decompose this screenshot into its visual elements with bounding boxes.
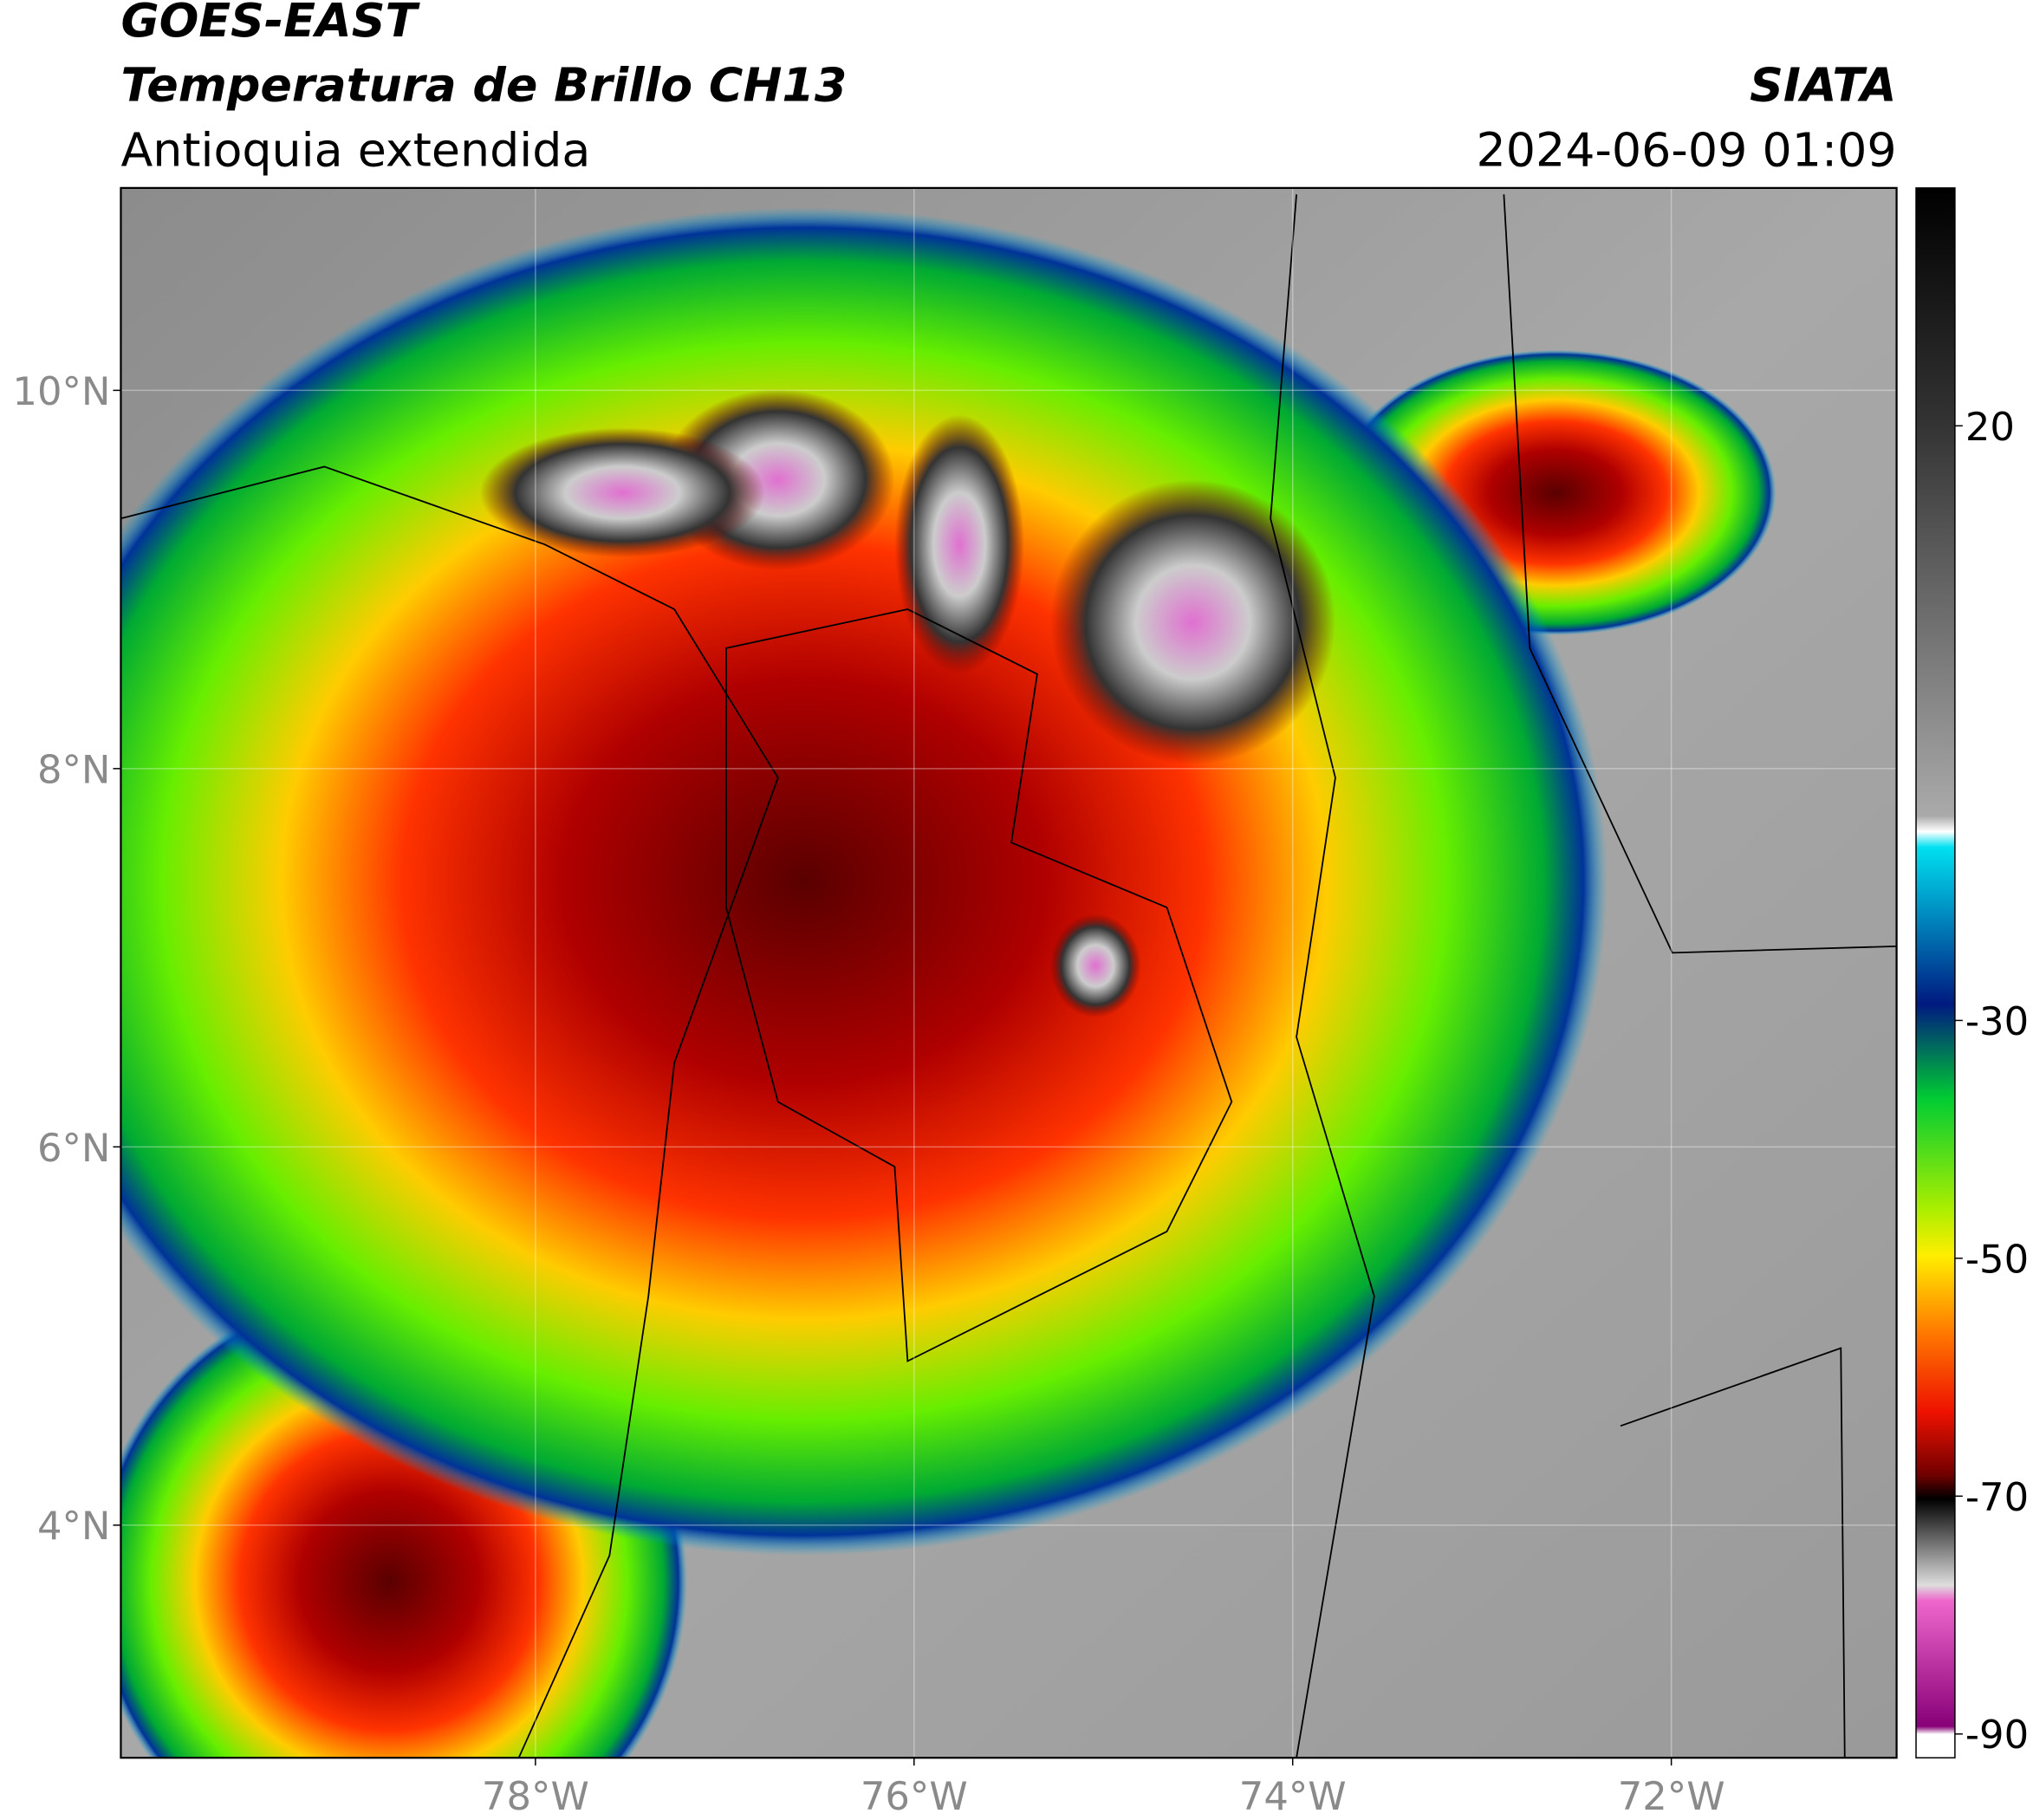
product: Temperatura de Brillo CH13 xyxy=(120,58,847,113)
map-frame xyxy=(120,186,1898,1759)
graticule xyxy=(120,187,1897,1758)
colorbar-label: -50 xyxy=(1965,1236,2029,1282)
cloud-top xyxy=(1049,479,1335,765)
cloud-top xyxy=(894,414,1024,674)
colorbar-label: -70 xyxy=(1965,1474,2029,1520)
lon-label: 76°W xyxy=(861,1773,968,1819)
lon-label: 74°W xyxy=(1239,1773,1347,1819)
colorbar-label: -30 xyxy=(1965,998,2029,1044)
lat-label: 6°N xyxy=(37,1125,111,1171)
colorbar-label: -90 xyxy=(1965,1712,2029,1758)
cloud-top xyxy=(1049,913,1141,1018)
lat-label: 10°N xyxy=(12,368,110,414)
datetime: 2024-06-09 01:09 xyxy=(1477,122,1897,177)
lon-label: 72°W xyxy=(1618,1773,1725,1819)
colorbar xyxy=(1915,187,1956,1758)
satellite: GOES-EAST xyxy=(120,0,420,48)
border xyxy=(1270,194,1897,1758)
agency: SIATA xyxy=(1750,58,1897,113)
coastline xyxy=(120,465,779,1758)
border xyxy=(725,608,1233,1362)
region: Antioquia extendida xyxy=(120,122,590,177)
lon-label: 78°W xyxy=(482,1773,589,1819)
map-image xyxy=(120,187,1897,1758)
cloud-top xyxy=(479,427,765,558)
lat-label: 8°N xyxy=(37,746,111,792)
colorbar-label: 20 xyxy=(1965,404,2015,450)
lat-label: 4°N xyxy=(37,1503,111,1549)
